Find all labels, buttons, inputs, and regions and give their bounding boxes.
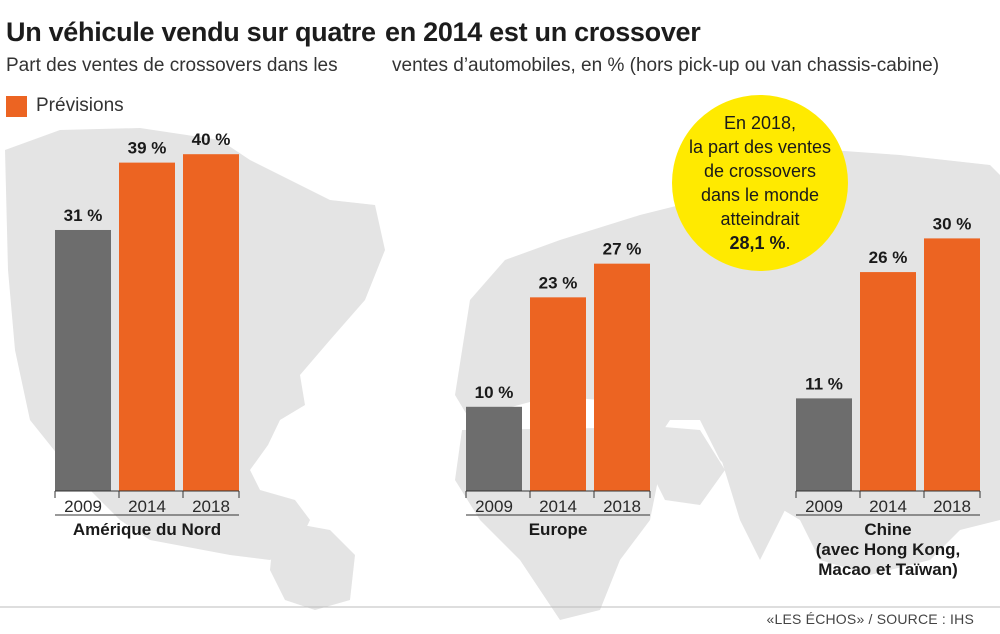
bar-value-label: 31 % (64, 206, 103, 225)
group-label: Macao et Taïwan) (818, 560, 958, 579)
legend: Prévisions (6, 95, 124, 117)
x-tick-label: 2014 (128, 497, 166, 516)
chart-title-part-1: Un véhicule vendu sur quatre (6, 17, 376, 47)
map-arabia (640, 425, 725, 505)
bar-value-label: 30 % (933, 214, 972, 233)
bar-2014 (530, 297, 586, 491)
labels-layer: 31 % 2009 39 % 2014 40 % 2018 Amérique du Nord… (0, 130, 1000, 608)
bar-2009 (796, 398, 852, 491)
x-tick-label: 2014 (869, 497, 907, 516)
bar-value-label: 11 % (805, 374, 843, 393)
bar-2018 (183, 154, 239, 491)
bar-2014 (860, 272, 916, 491)
callout-value: 28,1 % (729, 233, 786, 253)
bar-2018 (594, 263, 650, 491)
group-label: Amérique du Nord (73, 520, 221, 539)
source-credit: «LES ÉCHOS» / SOURCE : IHS (766, 611, 974, 627)
callout-value-line: 28,1 %. (729, 231, 790, 255)
callout-line: atteindrait (720, 209, 800, 229)
chart-subtitle-part-1: Part des ventes de crossovers dans les (6, 55, 338, 76)
bar-2014 (119, 162, 175, 491)
bar-value-label: 40 % (192, 130, 231, 149)
legend-swatch-forecast (6, 95, 27, 117)
callout-line: En 2018, (723, 113, 797, 133)
bars-layer (55, 154, 980, 492)
bar-value-label: 26 % (869, 248, 908, 267)
map-india (720, 455, 790, 560)
x-tick-label: 2009 (475, 497, 513, 516)
x-tick-label: 2009 (64, 497, 102, 516)
bar-value-label: 23 % (539, 273, 578, 292)
group-label: Europe (529, 520, 588, 539)
bar-value-label: 39 % (128, 139, 167, 158)
chart-subtitle-part-2: ventes d’automobiles, en % (hors pick-up… (392, 55, 940, 76)
group-label: Chine (864, 520, 911, 539)
callout-line: dans le monde (700, 185, 820, 205)
callout-bubble: En 2018, la part des ventes de crossover… (672, 95, 848, 271)
bar-2009 (466, 406, 522, 491)
legend-label-forecast: Prévisions (36, 95, 124, 116)
bar-2018 (924, 238, 980, 491)
bar-value-label: 27 % (603, 240, 642, 259)
callout-value-suffix: . (785, 233, 791, 253)
bar-2009 (55, 229, 111, 492)
x-tick-label: 2018 (933, 497, 971, 516)
map-south-america (270, 520, 355, 610)
bar-value-label: 10 % (475, 383, 514, 402)
callout-line: de crossovers (703, 161, 817, 181)
x-tick-label: 2014 (539, 497, 577, 516)
x-tick-label: 2018 (192, 497, 230, 516)
group-label: (avec Hong Kong, (816, 540, 961, 559)
callout-line: la part des ventes (688, 137, 832, 157)
x-tick-label: 2009 (805, 497, 843, 516)
x-tick-label: 2018 (603, 497, 641, 516)
chart-title-part-2: en 2014 est un crossover (385, 17, 701, 47)
